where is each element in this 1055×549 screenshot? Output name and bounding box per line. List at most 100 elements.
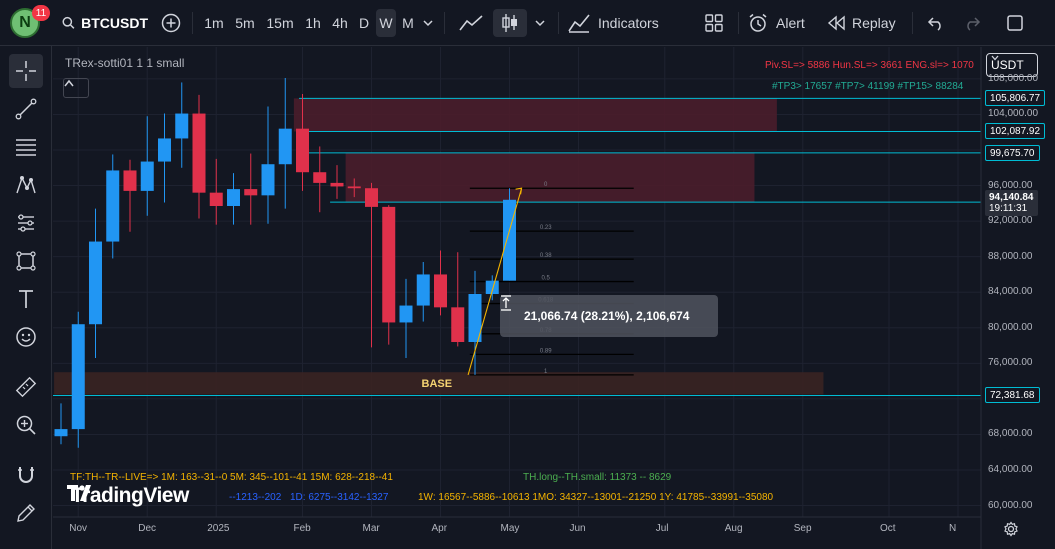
fib-level-label: 0 bbox=[544, 182, 548, 188]
pattern-tool[interactable] bbox=[9, 168, 43, 202]
search-icon bbox=[62, 16, 75, 29]
base-zone bbox=[54, 372, 824, 395]
measure-result-box: 21,066.74 (28.21%), 2,106,674 bbox=[500, 295, 718, 337]
layouts-button[interactable] bbox=[700, 9, 728, 37]
measure-tool[interactable] bbox=[9, 370, 43, 404]
redo-button[interactable] bbox=[958, 9, 986, 37]
price-tick-label: 60,000.00 bbox=[988, 499, 1033, 511]
candle-body bbox=[261, 164, 275, 196]
undo-button[interactable] bbox=[922, 9, 950, 37]
line-chart-icon bbox=[459, 15, 483, 31]
candles-icon bbox=[502, 14, 517, 32]
symbol-search-button[interactable]: BTCUSDT bbox=[58, 9, 148, 37]
tradingview-logo[interactable]: TradingView bbox=[67, 484, 189, 508]
chart-type-line-button[interactable] bbox=[455, 9, 487, 37]
fib-level-label: 0.5 bbox=[542, 276, 551, 282]
chart-pane[interactable]: 00.230.380.50.6180.780.891 TRex-sotti01 … bbox=[53, 47, 1055, 549]
tf-stats-line2a: --1213--202 bbox=[229, 492, 282, 503]
chevron-down-icon bbox=[535, 20, 545, 27]
time-tick-label: Oct bbox=[880, 523, 896, 534]
indicator-legend-title: TRex-sotti01 1 1 small bbox=[65, 56, 185, 70]
candle-body bbox=[503, 199, 516, 281]
rewind-icon bbox=[827, 15, 845, 31]
candle-body bbox=[416, 274, 430, 306]
interval-dropdown[interactable] bbox=[420, 9, 436, 37]
lock-drawing-tool[interactable] bbox=[9, 496, 43, 530]
candle-body bbox=[106, 170, 120, 242]
currency-selector[interactable]: USDT bbox=[986, 53, 1038, 77]
alert-label: Alert bbox=[776, 15, 805, 31]
tf-stats-line2c: 1W: 16567--5886--10613 1MO: 34327--13001… bbox=[418, 492, 774, 503]
magnet-tool[interactable] bbox=[9, 458, 43, 492]
alert-button[interactable]: Alert bbox=[748, 9, 814, 37]
drawing-toolbar bbox=[0, 46, 52, 549]
replay-label: Replay bbox=[852, 15, 896, 31]
emoji-tool[interactable] bbox=[9, 320, 43, 354]
price-tick-label: 96,000.00 bbox=[988, 179, 1033, 191]
nodes-icon bbox=[18, 214, 34, 232]
tf-stats-line2b: 1D: 6275--3142--1327 bbox=[290, 492, 389, 503]
zoom-in-icon bbox=[16, 415, 36, 435]
forecast-tool[interactable] bbox=[9, 206, 43, 240]
time-tick-label: May bbox=[500, 523, 520, 534]
chevron-up-icon bbox=[64, 79, 74, 87]
bar-countdown: 19:11:31 bbox=[989, 203, 1028, 215]
zoom-tool[interactable] bbox=[9, 408, 43, 442]
candle-body bbox=[468, 294, 482, 342]
interval-w[interactable]: W bbox=[376, 9, 396, 37]
candle-body bbox=[330, 182, 344, 187]
separator bbox=[192, 12, 193, 34]
time-tick-label: Sep bbox=[793, 523, 812, 534]
interval-1m[interactable]: 1m bbox=[200, 9, 228, 37]
indicators-label: Indicators bbox=[598, 15, 659, 31]
candle-body bbox=[89, 241, 102, 325]
indicators-icon bbox=[568, 14, 590, 33]
interval-1h[interactable]: 1h bbox=[300, 9, 326, 37]
interval-15m[interactable]: 15m bbox=[263, 9, 297, 37]
interval-5m[interactable]: 5m bbox=[231, 9, 259, 37]
shape-tool[interactable] bbox=[9, 244, 43, 278]
chart-type-candles-button[interactable] bbox=[493, 9, 527, 37]
interval-label: D bbox=[358, 15, 370, 31]
price-tick-label: 84,000.00 bbox=[988, 286, 1033, 298]
text-tool[interactable] bbox=[9, 282, 43, 316]
separator bbox=[558, 12, 559, 34]
candle-body bbox=[296, 128, 309, 173]
symbol-name: BTCUSDT bbox=[81, 15, 148, 31]
compare-symbol-button[interactable] bbox=[158, 9, 184, 37]
horizontal-lines-icon bbox=[16, 139, 36, 156]
pattern-icon bbox=[16, 176, 36, 194]
fib-tool[interactable] bbox=[9, 130, 43, 164]
candle-body bbox=[158, 138, 171, 162]
candle-body bbox=[140, 161, 154, 191]
candle-body bbox=[54, 429, 68, 437]
candle-body bbox=[365, 188, 378, 207]
tradingview-logo-icon bbox=[67, 485, 91, 501]
top-toolbar: N 11 BTCUSDT 1m 5m 15m 1h 4h D W M Indic… bbox=[0, 0, 1055, 46]
replay-button[interactable]: Replay bbox=[826, 9, 906, 37]
legend-collapse-button[interactable] bbox=[63, 78, 89, 98]
measure-arrow-line bbox=[467, 188, 523, 376]
time-tick-label: Apr bbox=[431, 523, 448, 534]
rectangle-icon bbox=[16, 251, 36, 271]
trendline-tool[interactable] bbox=[9, 92, 43, 126]
chart-type-dropdown[interactable] bbox=[532, 9, 548, 37]
price-tick-label: 104,000.00 bbox=[988, 108, 1039, 120]
fib-level-label: 1 bbox=[544, 369, 548, 375]
supply-zone bbox=[293, 98, 777, 132]
crosshair-tool[interactable] bbox=[9, 54, 43, 88]
fullscreen-button[interactable] bbox=[1000, 9, 1030, 37]
interval-label: M bbox=[402, 15, 414, 31]
fib-level-label: 0.23 bbox=[540, 225, 552, 231]
last-price-tag: 94,140.84 19:11:31 bbox=[985, 190, 1038, 217]
trendline-icon bbox=[15, 98, 37, 120]
indicators-button[interactable]: Indicators bbox=[568, 9, 664, 37]
brand-name: TradingView bbox=[71, 484, 189, 507]
interval-m[interactable]: M bbox=[398, 9, 418, 37]
plus-circle-icon bbox=[161, 13, 181, 33]
interval-d[interactable]: D bbox=[354, 9, 374, 37]
interval-label: 1h bbox=[305, 15, 321, 31]
redo-icon bbox=[967, 17, 981, 31]
candle-body bbox=[382, 206, 396, 323]
interval-4h[interactable]: 4h bbox=[327, 9, 353, 37]
